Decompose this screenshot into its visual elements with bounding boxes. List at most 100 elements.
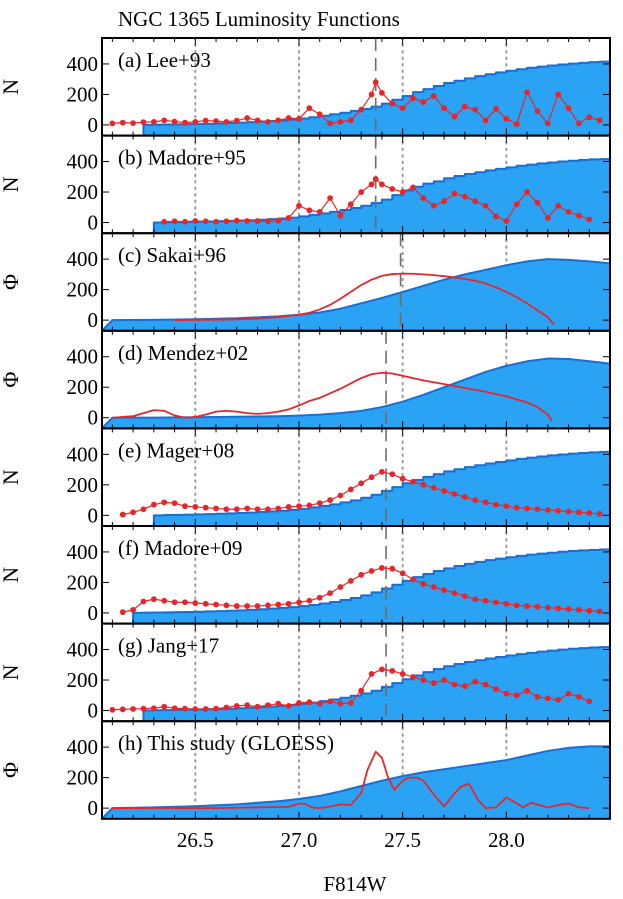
red-data-point	[233, 117, 240, 124]
red-data-point	[254, 117, 261, 124]
red-data-point	[171, 218, 178, 225]
y-tick-label: 200	[67, 570, 99, 594]
red-data-point	[596, 510, 603, 517]
red-data-point	[544, 120, 551, 127]
y-tick-label: 400	[67, 150, 99, 174]
red-data-point	[213, 601, 219, 608]
red-data-point	[119, 609, 126, 616]
red-data-point	[372, 79, 379, 86]
red-data-point	[565, 690, 572, 697]
red-data-point	[192, 600, 199, 606]
red-data-point	[306, 105, 313, 112]
red-data-point	[420, 481, 427, 488]
x-tick-label: 28.0	[488, 828, 525, 852]
red-data-point	[441, 488, 448, 494]
red-data-point	[140, 705, 147, 712]
red-data-point	[109, 120, 116, 127]
red-data-point	[596, 608, 603, 615]
red-data-point	[513, 602, 520, 609]
red-data-point	[493, 599, 499, 606]
red-data-point	[296, 503, 302, 510]
red-data-point	[565, 105, 572, 112]
y-tick-label: 400	[67, 345, 99, 369]
blue-luminosity-function	[152, 450, 610, 526]
red-data-point	[441, 198, 448, 205]
red-data-point	[493, 501, 499, 508]
red-data-point	[337, 492, 344, 499]
red-data-point	[389, 100, 396, 107]
y-axis-label: N	[0, 469, 23, 485]
y-axis-label: N	[0, 176, 23, 192]
panel-plot-area	[152, 135, 610, 234]
red-data-point	[337, 118, 344, 125]
red-data-point	[140, 598, 147, 605]
red-data-point	[420, 677, 427, 683]
y-axis-label: Φ	[0, 274, 23, 290]
red-data-point	[430, 584, 437, 590]
red-data-point	[575, 120, 582, 127]
red-data-point	[161, 597, 168, 604]
red-data-point	[327, 698, 333, 705]
red-data-point	[472, 596, 479, 603]
red-data-point	[586, 698, 593, 705]
red-data-point	[233, 506, 240, 513]
red-data-point	[461, 193, 468, 200]
red-data-point	[264, 702, 271, 709]
red-data-point	[524, 189, 530, 195]
red-data-point	[399, 189, 406, 195]
y-tick-label: 200	[67, 668, 99, 692]
red-data-point	[555, 605, 562, 612]
red-data-point	[140, 119, 147, 126]
red-data-point	[130, 606, 137, 613]
panel-label: (f) Madore+09	[118, 536, 242, 560]
red-data-point	[451, 681, 458, 688]
red-data-point	[347, 117, 354, 124]
red-data-point	[316, 500, 323, 507]
red-data-point	[555, 202, 562, 209]
red-data-point	[244, 702, 251, 709]
panel-plot-area	[109, 623, 610, 722]
red-data-point	[254, 218, 261, 224]
red-data-point	[472, 198, 479, 205]
red-data-point	[430, 484, 437, 491]
red-data-point	[389, 186, 396, 192]
red-data-point	[296, 599, 302, 606]
red-data-point	[461, 494, 468, 500]
red-data-point	[565, 508, 572, 515]
red-data-point	[182, 503, 188, 510]
red-data-point	[503, 690, 510, 697]
red-data-point	[482, 202, 489, 209]
red-data-point	[368, 568, 375, 574]
red-data-point	[202, 504, 209, 511]
panel-label: (h) This study (GLOESS)	[118, 731, 334, 755]
red-data-point	[285, 115, 292, 121]
red-data-point	[275, 505, 282, 512]
red-data-point	[358, 571, 365, 578]
x-tick-label: 26.5	[177, 828, 214, 852]
red-data-point	[513, 692, 520, 699]
red-data-point	[430, 93, 437, 99]
panel-3: 0 200 400 Φ (c) Sakai+96	[0, 232, 611, 332]
x-axis-label: F814W	[324, 872, 387, 896]
red-data-point	[555, 91, 562, 98]
red-data-point	[389, 667, 396, 674]
y-tick-label: 400	[67, 735, 99, 759]
y-axis-label: Φ	[0, 372, 23, 388]
red-data-point	[182, 119, 188, 126]
panel-label: (e) Mager+08	[118, 438, 234, 462]
y-tick-label: 200	[67, 278, 99, 302]
panel-plot-area	[119, 526, 610, 624]
x-tick-labels: 26.5 27.0 27.5 28.0	[177, 828, 525, 852]
y-tick-label: 0	[88, 308, 99, 332]
red-data-point	[306, 502, 313, 509]
red-data-point	[337, 700, 344, 707]
red-data-point	[513, 504, 520, 511]
red-data-point	[430, 680, 437, 686]
red-data-point	[461, 593, 468, 600]
red-data-point	[410, 184, 416, 191]
red-data-point	[503, 600, 510, 607]
red-data-point	[347, 486, 354, 493]
blue-luminosity-function	[152, 158, 610, 234]
red-data-point	[223, 506, 230, 513]
